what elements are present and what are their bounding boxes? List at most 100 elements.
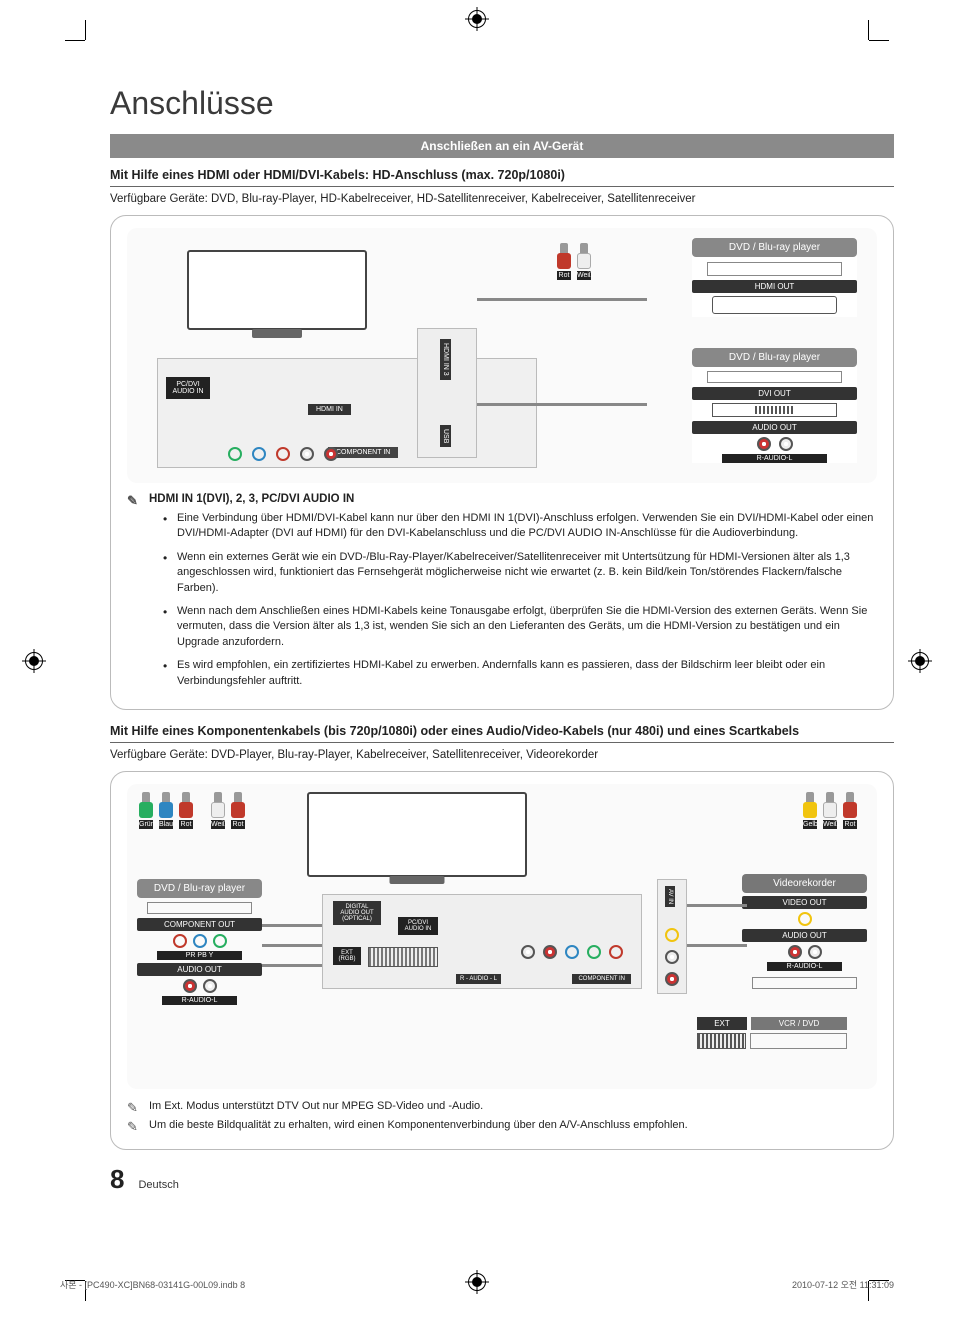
component-jack-icon (324, 447, 338, 461)
tv-side-panel: HDMI IN 3 USB (417, 328, 477, 458)
panel-label: PC/DVI AUDIO IN (398, 917, 438, 935)
component-heading: Mit Hilfe eines Komponentenkabels (bis 7… (110, 724, 894, 738)
cable-icon (687, 904, 747, 907)
hdmi-figure-box: Rot Weiß DVD / Blu-ray player HDMI OUT D… (110, 215, 894, 710)
rca-plug-white-icon: Weiß (823, 792, 837, 820)
list-item: Wenn nach dem Anschließen eines HDMI-Kab… (167, 604, 877, 650)
registration-mark-icon (468, 10, 486, 28)
tv-icon (187, 250, 367, 330)
scart-port-icon (368, 947, 438, 967)
tv-back-panel: DIGITAL AUDIO OUT (OPTICAL) PC/DVI AUDIO… (322, 894, 642, 989)
component-note-2: Um die beste Bildqualität zu erhalten, w… (149, 1118, 877, 1133)
cable-icon (262, 964, 322, 967)
device-title: DVD / Blu-ray player (692, 348, 857, 367)
crop-mark (85, 20, 86, 40)
panel-label: AV IN (665, 886, 675, 907)
panel-label: USB (440, 425, 451, 447)
component-device-right: Videorekorder VIDEO OUT AUDIO OUT R-AUDI… (742, 874, 867, 995)
port-sub-label: PR PB Y (157, 951, 242, 960)
audio-plugs: Rot Weiß (557, 243, 591, 271)
device-slot-icon (750, 1033, 847, 1049)
crop-mark (65, 40, 85, 41)
page-language: Deutsch (138, 1179, 178, 1191)
component-available-devices: Verfügbare Geräte: DVD-Player, Blu-ray-P… (110, 749, 894, 761)
panel-label: HDMI IN 3 (440, 339, 451, 380)
rca-jack-icon (543, 945, 557, 959)
device-title: Videorekorder (742, 874, 867, 893)
registration-mark-icon (911, 652, 929, 670)
hdmi-device-2: DVD / Blu-ray player DVI OUT AUDIO OUT R… (692, 348, 857, 463)
rca-jack-icon (521, 945, 535, 959)
rca-plug-green-icon: Grün (139, 792, 153, 820)
section-bar: Anschließen an ein AV-Gerät (110, 134, 894, 158)
rca-jack-red-icon (665, 972, 679, 986)
port-label: AUDIO OUT (137, 963, 262, 976)
hdmi-note-heading: HDMI IN 1(DVI), 2, 3, PC/DVI AUDIO IN (149, 493, 877, 505)
device-slot-icon (707, 371, 842, 383)
device-title: DVD / Blu-ray player (692, 238, 857, 257)
port-label: AUDIO OUT (692, 421, 857, 434)
rca-jack-icon (808, 945, 822, 959)
cable-icon (477, 403, 647, 406)
component-diagram: Grün Blau Rot Weiß Rot Gelb Weiß Rot DIG… (127, 784, 877, 1089)
component-note-1: Im Ext. Modus unterstützt DTV Out nur MP… (149, 1099, 877, 1114)
component-device-left: DVD / Blu-ray player COMPONENT OUT PR PB… (137, 879, 262, 1005)
rca-jack-yellow-icon (798, 912, 812, 926)
scart-device-label: VCR / DVD (751, 1017, 847, 1030)
footer-filename: 사본 - [PC490-XC]BN68-03141G-00L09.indb 8 (60, 1278, 245, 1291)
rca-jack-white-icon (779, 437, 793, 451)
crop-mark (869, 40, 889, 41)
rca-jack-icon (203, 979, 217, 993)
hdmi-heading: Mit Hilfe eines HDMI oder HDMI/DVI-Kabel… (110, 168, 894, 182)
port-label: COMPONENT OUT (137, 918, 262, 931)
device-slot-icon (147, 902, 252, 914)
port-label: VIDEO OUT (742, 896, 867, 909)
panel-label: DIGITAL AUDIO OUT (OPTICAL) (333, 901, 381, 925)
rca-jack-icon (609, 945, 623, 959)
note-text: Um die beste Bildqualität zu erhalten, w… (149, 1119, 688, 1131)
panel-label: COMPONENT IN (572, 974, 631, 984)
cable-icon (262, 944, 322, 947)
component-jack-icon (300, 447, 314, 461)
device-slot-icon (707, 262, 842, 276)
component-jack-icon (252, 447, 266, 461)
rca-plug-red-icon: Rot (843, 792, 857, 820)
hdmi-port-icon (712, 296, 837, 314)
hdmi-device-1: DVD / Blu-ray player HDMI OUT (692, 238, 857, 317)
tv-icon (307, 792, 527, 877)
note-text: Im Ext. Modus unterstützt DTV Out nur MP… (149, 1100, 483, 1112)
component-plugs-left: Grün Blau Rot Weiß Rot (139, 792, 245, 820)
rca-jack-icon (173, 934, 187, 948)
hdmi-bullet-list: Eine Verbindung über HDMI/DVI-Kabel kann… (167, 511, 877, 689)
rca-jack-icon (193, 934, 207, 948)
footer-timestamp: 2010-07-12 오전 11:31:09 (792, 1278, 894, 1291)
scart-device: EXT VCR / DVD (697, 1017, 847, 1049)
port-sub-label: R-AUDIO-L (767, 962, 842, 971)
list-item: Es wird empfohlen, ein zertifiziertes HD… (167, 658, 877, 689)
component-jack-icon (276, 447, 290, 461)
rca-jack-red-icon (757, 437, 771, 451)
panel-label: EXT (RGB) (333, 947, 361, 965)
page-title: Anschlüsse (110, 85, 894, 122)
rca-plug-yellow-icon: Gelb (803, 792, 817, 820)
crop-mark (868, 20, 869, 40)
tv-back-panel: PC/DVI AUDIO IN HDMI IN COMPONENT IN (157, 358, 537, 468)
registration-mark-icon (25, 652, 43, 670)
tv-side-panel: AV IN (657, 879, 687, 994)
rca-jack-yellow-icon (665, 928, 679, 942)
port-label: AUDIO OUT (742, 929, 867, 942)
rca-plug-red-icon: Rot (557, 243, 571, 271)
page-number: 8 (110, 1164, 124, 1195)
av-plugs-right: Gelb Weiß Rot (803, 792, 857, 820)
rca-plug-red-icon: Rot (179, 792, 193, 820)
component-figure-box: Grün Blau Rot Weiß Rot Gelb Weiß Rot DIG… (110, 771, 894, 1150)
hdmi-available-devices: Verfügbare Geräte: DVD, Blu-ray-Player, … (110, 193, 894, 205)
rca-plug-red-icon: Rot (231, 792, 245, 820)
scart-label: EXT (697, 1017, 747, 1030)
component-jack-icon (228, 447, 242, 461)
rca-jack-icon (788, 945, 802, 959)
port-sub-label: R-AUDIO-L (162, 996, 237, 1005)
print-footer: 사본 - [PC490-XC]BN68-03141G-00L09.indb 8 … (60, 1278, 894, 1291)
audio-sub-label: R-AUDIO-L (722, 454, 827, 463)
panel-label: HDMI IN (308, 404, 351, 415)
